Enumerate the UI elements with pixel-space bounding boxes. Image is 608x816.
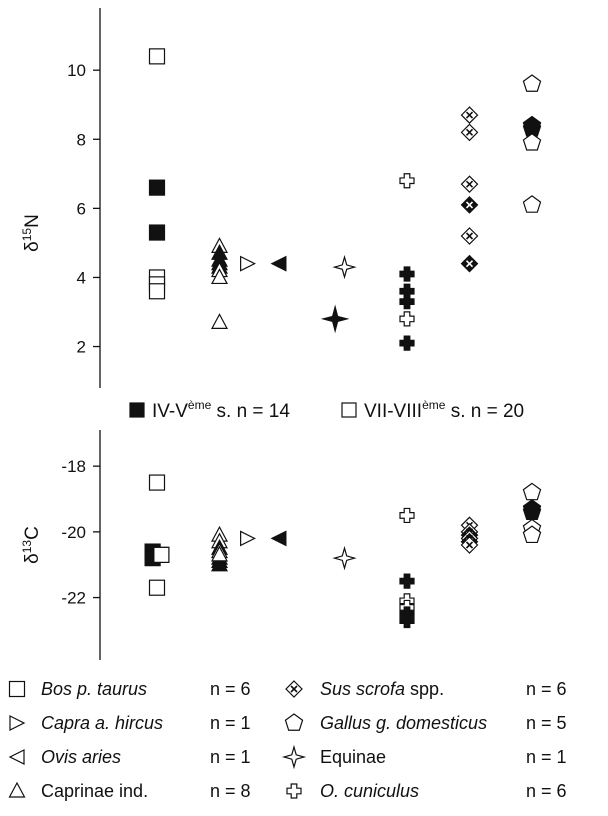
bos-point [148, 48, 166, 65]
caprinae-point [210, 313, 229, 329]
nitrogen-tick-label: 10 [67, 61, 86, 80]
cuniculus-point [399, 573, 415, 589]
sus-legend-count: n = 6 [526, 679, 567, 699]
bos-legend-name: Bos p. taurus [41, 679, 147, 699]
carbon-tick-label: -22 [61, 589, 86, 608]
cuniculus-legend-marker [286, 783, 302, 799]
equinae-legend-name: Equinae [320, 747, 386, 767]
nitrogen-tick-label: 2 [77, 338, 86, 357]
caprinae-legend-name: Caprinae ind. [41, 781, 148, 801]
period-legend-label: VII-VIIIème s. n = 20 [364, 398, 524, 422]
cuniculus-legend-name: O. cuniculus [320, 781, 419, 801]
sus-legend-name: Sus scrofa spp. [320, 679, 444, 699]
nitrogen-axis-title: δ15N [20, 214, 43, 252]
sus-legend-marker [285, 680, 303, 698]
capra-point [240, 255, 256, 272]
sus-point [460, 106, 479, 124]
equinae-point [332, 545, 357, 571]
nitrogen-panel: 2 4 6 8 10 δ15N [20, 8, 542, 388]
cuniculus-point [399, 335, 415, 351]
gallus-point [522, 482, 542, 501]
gallus-point [522, 132, 542, 151]
sus-point [460, 227, 479, 245]
taxa-legend: Bos p. taurus n = 6 Sus scrofa spp. n = 6 Ca… [8, 679, 567, 801]
equinae-legend-count: n = 1 [526, 747, 567, 767]
capra-point [240, 530, 256, 547]
bos-point [148, 474, 166, 491]
period-legend-marker [341, 402, 357, 418]
capra-legend-marker [9, 715, 26, 731]
cuniculus-legend-count: n = 6 [526, 781, 567, 801]
gallus-legend-marker [284, 713, 304, 731]
ovis-legend-marker [8, 749, 25, 765]
ovis-legend-name: Ovis aries [41, 747, 121, 767]
ovis-point [270, 530, 287, 547]
equinae-legend-marker [281, 744, 307, 770]
bos-point [148, 579, 166, 596]
cuniculus-point [399, 612, 415, 629]
gallus-point [522, 525, 542, 544]
sus-point [460, 175, 479, 194]
gallus-legend-count: n = 5 [526, 713, 567, 733]
cuniculus-point [399, 266, 415, 282]
equinae-point [332, 254, 357, 280]
bos-point [153, 546, 170, 563]
gallus-point [522, 195, 542, 213]
sus-point [460, 536, 479, 554]
ovis-point [270, 255, 287, 272]
caprinae-point [210, 268, 229, 285]
carbon-tick-label: -18 [61, 457, 86, 476]
caprinae-point [210, 555, 229, 572]
nitrogen-tick-label: 8 [77, 130, 86, 149]
capra-legend-count: n = 1 [210, 713, 251, 733]
period-legend-marker [129, 402, 145, 418]
carbon-tick-label: -20 [61, 523, 86, 542]
gallus-point [522, 74, 542, 92]
cuniculus-point [399, 294, 415, 310]
capra-legend-name: Capra a. hircus [41, 713, 163, 733]
caprinae-legend-marker [8, 781, 26, 798]
period-legend: IV-Vème s. n = 14 VII-VIIIème s. n = 20 [129, 398, 524, 422]
bos-legend-count: n = 6 [210, 679, 251, 699]
carbon-panel: -18 -20 -22 δ13C [20, 430, 542, 660]
bos-point [148, 283, 166, 300]
bos-point [148, 179, 166, 196]
cuniculus-point [399, 507, 415, 524]
sus-point [460, 123, 479, 142]
cuniculus-point [399, 173, 415, 189]
ovis-legend-count: n = 1 [210, 747, 251, 767]
sus-point [460, 196, 479, 214]
equinae-point [320, 304, 350, 334]
carbon-axis-title: δ13C [20, 526, 43, 564]
caprinae-point [210, 545, 229, 562]
cuniculus-point [399, 311, 415, 327]
caprinae-legend-count: n = 8 [210, 781, 251, 801]
sus-point [460, 254, 479, 273]
nitrogen-tick-label: 6 [77, 199, 86, 218]
bos-legend-marker [8, 680, 26, 698]
gallus-legend-name: Gallus g. domesticus [320, 713, 487, 733]
nitrogen-tick-label: 4 [77, 268, 86, 287]
period-legend-label: IV-Vème s. n = 14 [152, 398, 290, 422]
bos-point [148, 224, 166, 241]
